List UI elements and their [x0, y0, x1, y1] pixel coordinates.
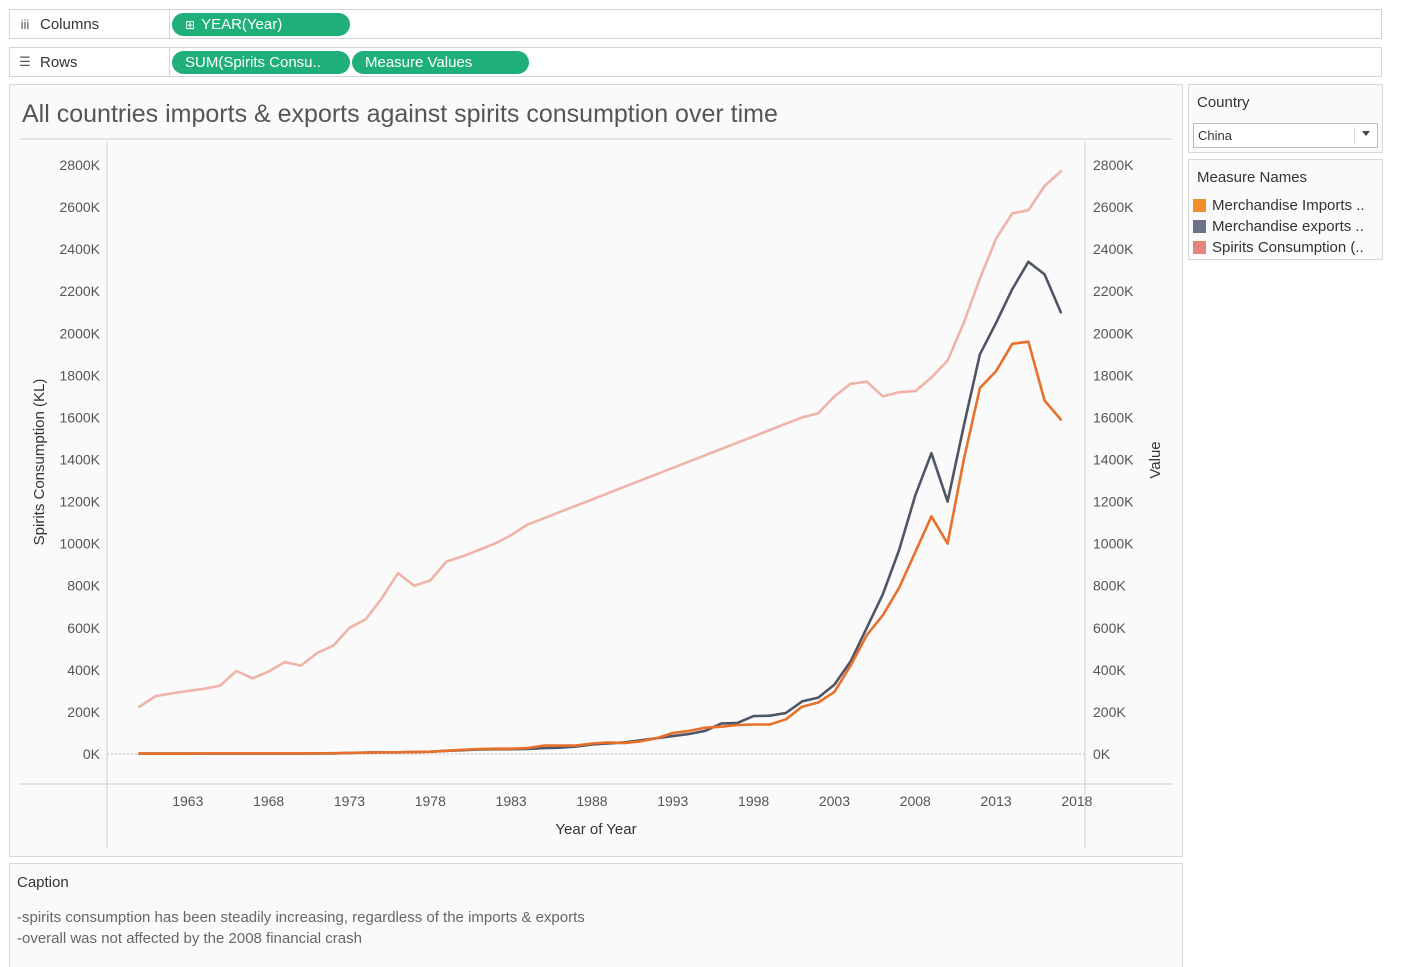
- rows-shelf-label: ☰ Rows: [10, 48, 170, 76]
- legend-item-exports[interactable]: Merchandise exports ..: [1193, 218, 1364, 235]
- legend-item-spirits[interactable]: Spirits Consumption (..: [1193, 239, 1364, 256]
- columns-label: Columns: [40, 15, 100, 33]
- legend-swatch-imports: [1193, 199, 1206, 212]
- rows-label: Rows: [40, 53, 78, 71]
- chart-title: All countries imports & exports against …: [22, 100, 778, 128]
- legend-label-imports: Merchandise Imports ..: [1212, 197, 1365, 214]
- legend-item-imports[interactable]: Merchandise Imports ..: [1193, 197, 1365, 214]
- measure-values-pill[interactable]: Measure Values: [352, 51, 529, 74]
- country-dropdown-value: China: [1198, 128, 1232, 143]
- country-filter-title: Country: [1197, 94, 1250, 111]
- caption-line-2: -overall was not affected by the 2008 fi…: [17, 930, 362, 947]
- columns-shelf-label: iii Columns: [10, 10, 170, 38]
- dropdown-separator: [1354, 127, 1355, 144]
- columns-shelf: iii Columns ⊞ YEAR(Year): [9, 9, 1382, 39]
- spirits-sum-pill-label: SUM(Spirits Consu..: [185, 54, 321, 71]
- caption-title: Caption: [17, 874, 69, 891]
- caption-pane: [9, 863, 1183, 967]
- legend-swatch-exports: [1193, 220, 1206, 233]
- legend-swatch-spirits: [1193, 241, 1206, 254]
- columns-icon: iii: [20, 16, 30, 32]
- chart-pane: [9, 84, 1183, 857]
- year-pill[interactable]: ⊞ YEAR(Year): [172, 13, 350, 36]
- legend-label-exports: Merchandise exports ..: [1212, 218, 1364, 235]
- rows-shelf: ☰ Rows SUM(Spirits Consu.. Measure Value…: [9, 47, 1382, 77]
- country-dropdown[interactable]: China: [1193, 123, 1378, 148]
- chevron-down-icon[interactable]: [1362, 131, 1370, 136]
- legend-card: [1188, 159, 1383, 260]
- caption-line-1: -spirits consumption has been steadily i…: [17, 909, 585, 926]
- expand-plus-icon[interactable]: ⊞: [185, 17, 196, 32]
- year-pill-label: YEAR(Year): [201, 16, 283, 33]
- measure-values-pill-label: Measure Values: [365, 54, 473, 71]
- spirits-sum-pill[interactable]: SUM(Spirits Consu..: [172, 51, 350, 74]
- legend-title: Measure Names: [1197, 169, 1308, 186]
- legend-label-spirits: Spirits Consumption (..: [1212, 239, 1364, 256]
- rows-icon: ☰: [19, 54, 31, 69]
